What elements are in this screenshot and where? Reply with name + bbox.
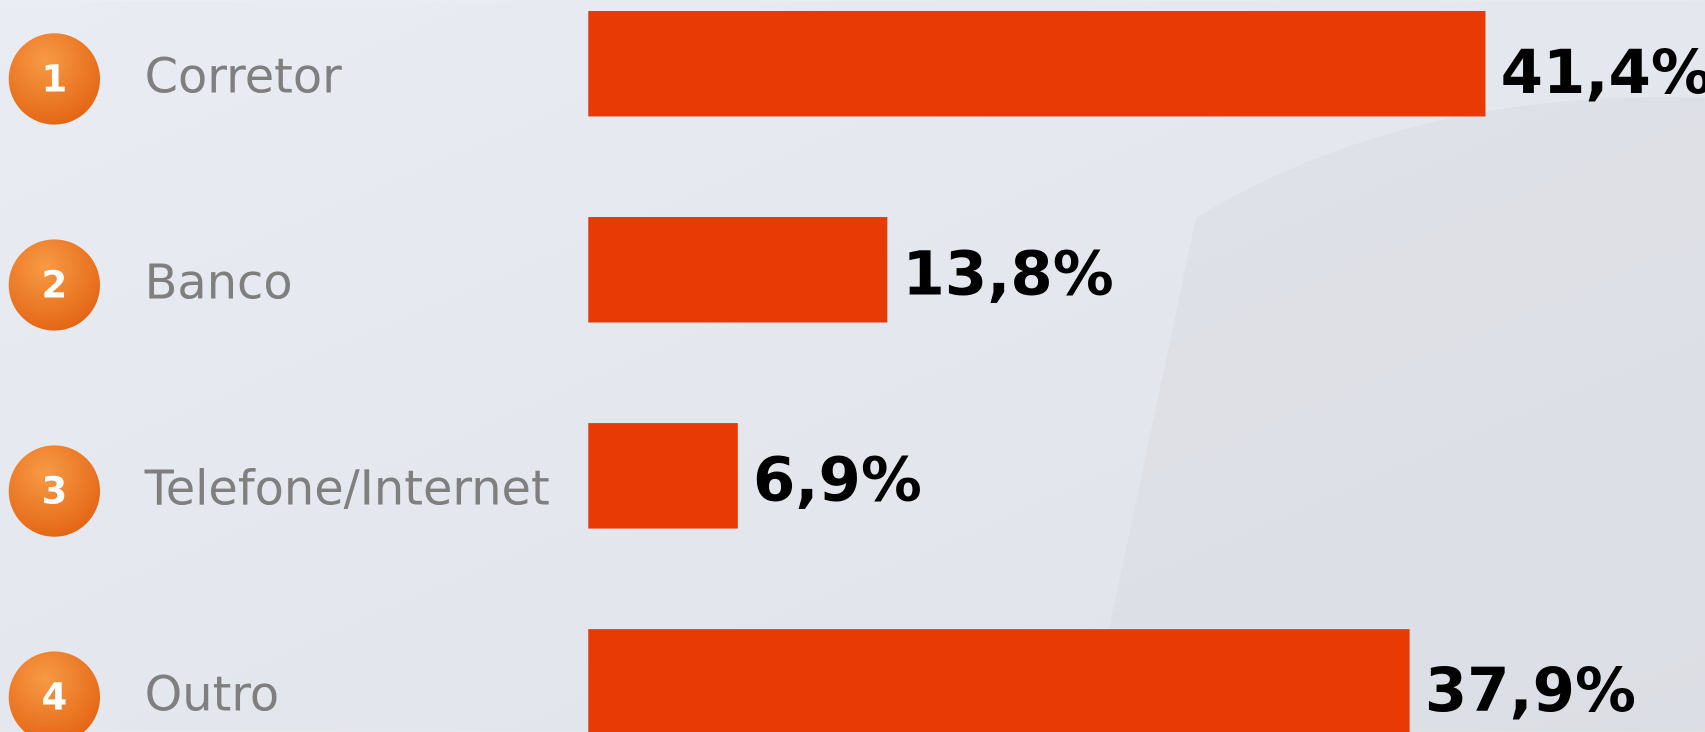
bar bbox=[588, 423, 738, 529]
value-label: 6,9% bbox=[753, 445, 922, 516]
category-label: Corretor bbox=[145, 49, 343, 104]
category-label: Outro bbox=[145, 667, 280, 722]
rank-badge bbox=[8, 651, 101, 732]
value-label: 41,4% bbox=[1501, 37, 1705, 108]
rank-number: 1 bbox=[42, 57, 68, 100]
rank-number: 2 bbox=[42, 263, 68, 306]
rank-badge bbox=[8, 33, 101, 125]
bar bbox=[588, 10, 1486, 117]
rank-badge bbox=[8, 445, 101, 537]
rank-number: 4 bbox=[42, 676, 68, 719]
bar bbox=[588, 629, 1410, 732]
category-label: Banco bbox=[145, 255, 293, 310]
value-label: 37,9% bbox=[1425, 655, 1636, 726]
bar bbox=[588, 217, 888, 323]
rank-badge bbox=[8, 239, 101, 331]
background-building bbox=[1087, 97, 1705, 732]
rank-number: 3 bbox=[42, 470, 68, 513]
value-label: 13,8% bbox=[903, 239, 1114, 310]
category-label: Telefone/Internet bbox=[144, 461, 550, 516]
